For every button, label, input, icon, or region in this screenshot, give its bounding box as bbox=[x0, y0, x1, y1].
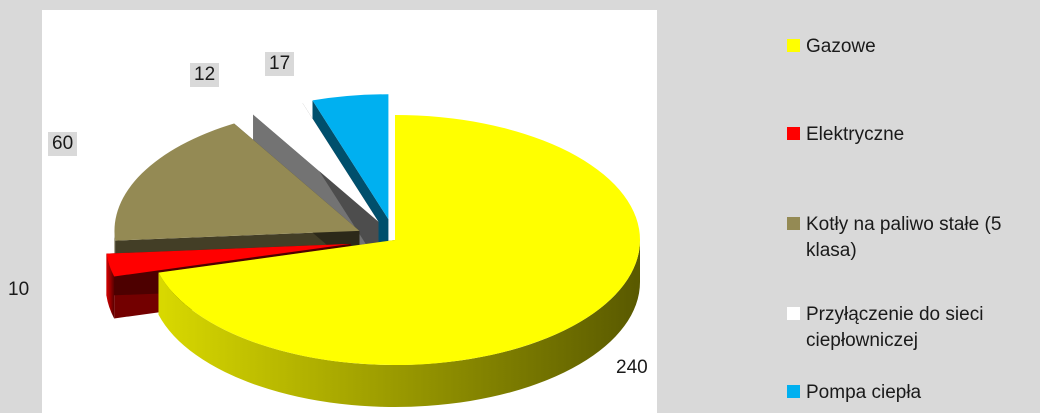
data-label-4: 17 bbox=[265, 52, 295, 76]
legend-label-4: Pompa ciepła bbox=[806, 382, 922, 403]
legend-item-2: Kotły na paliwo stałe (5 klasa) bbox=[787, 212, 1038, 264]
slice-0 bbox=[158, 115, 640, 407]
legend-swatch-0 bbox=[787, 39, 800, 52]
legend-label-1: Elektryczne bbox=[806, 124, 905, 145]
legend-item-3: Przyłączenie do sieci ciepłowniczej bbox=[787, 302, 1038, 354]
legend-label-2: Kotły na paliwo stałe (5 klasa) bbox=[806, 214, 1002, 261]
legend-swatch-3 bbox=[787, 307, 800, 320]
slice-side-1-0 bbox=[106, 253, 115, 319]
slice-top-3 bbox=[253, 102, 379, 222]
legend-swatch-1 bbox=[787, 127, 800, 140]
legend-item-0: Gazowe bbox=[787, 34, 1038, 60]
slice-top-4 bbox=[312, 94, 389, 220]
slice-side-0-0 bbox=[158, 240, 640, 407]
legend-item-4: Pompa ciepła bbox=[787, 380, 1038, 406]
data-label-3: 12 bbox=[190, 63, 220, 87]
legend-label-3: Przyłączenie do sieci ciepłowniczej bbox=[806, 304, 984, 351]
legend-swatch-2 bbox=[787, 217, 800, 230]
data-label-1: 10 bbox=[4, 278, 34, 302]
slice-top-1 bbox=[106, 243, 351, 277]
legend-item-1: Elektryczne bbox=[787, 122, 1038, 148]
slice-top-2 bbox=[114, 123, 360, 241]
legend-swatch-4 bbox=[787, 385, 800, 398]
data-label-0: 240 bbox=[616, 357, 648, 378]
legend-label-0: Gazowe bbox=[806, 36, 876, 57]
legend: Gazowe Elektryczne Kotły na paliwo stałe (… bbox=[787, 0, 1040, 413]
data-label-2: 60 bbox=[48, 132, 78, 156]
slice-top-0 bbox=[158, 115, 640, 366]
